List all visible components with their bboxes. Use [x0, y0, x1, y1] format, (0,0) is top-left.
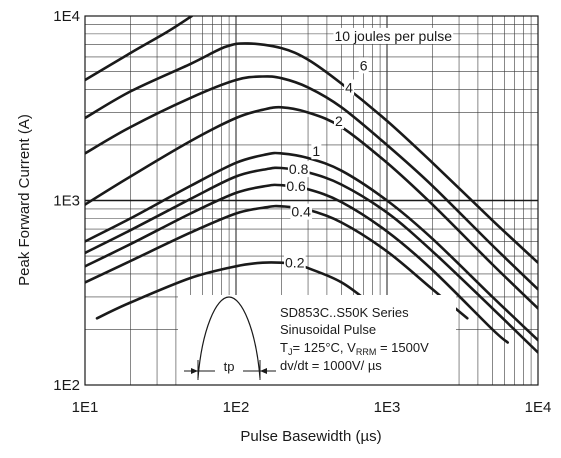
x-tick-label: 1E3 [374, 399, 401, 416]
series-line [85, 151, 538, 342]
x-tick-label: 1E2 [223, 399, 250, 416]
inset-conditions: TJ= 125°C, VRRM = 1500V [280, 340, 429, 357]
curve-label: 0.2 [285, 255, 305, 271]
curve-label: 1 [312, 143, 320, 159]
curve-label: 0.6 [286, 178, 306, 194]
inset-cond-j: J [288, 347, 293, 357]
y-tick-label: 1E2 [53, 377, 80, 394]
curve-label: 0.4 [291, 204, 311, 220]
series-line [85, 42, 538, 264]
inset-cond-t: T [280, 340, 288, 355]
series-line [95, 261, 395, 327]
inset-series-name: SD853C..S50K Series [280, 305, 409, 320]
inset-annotation: tp SD853C..S50K Series Sinusoidal Pulse … [178, 295, 456, 387]
series-line [85, 204, 469, 320]
x-tick-label: 1E4 [525, 399, 552, 416]
inset-cond-mid: = 125°C, V [292, 340, 356, 355]
sinusoidal-pulse-icon [197, 296, 261, 379]
series-line [85, 75, 538, 291]
plot-frame [84, 15, 539, 386]
tp-label-bg [215, 358, 243, 374]
y-tick-label: 1E3 [53, 193, 80, 210]
curve-label: 10 joules per pulse [334, 28, 452, 44]
curve-labels: 10 joules per pulse 64 210.80.6 0.4 0.2 [284, 27, 454, 271]
series-line [85, 105, 538, 310]
inset-pulse-type: Sinusoidal Pulse [280, 322, 376, 337]
curve-label-bg [285, 177, 308, 194]
curve-label-bg [333, 112, 344, 129]
curve-label: 6 [360, 57, 368, 73]
series-line [85, 16, 194, 82]
x-tick-labels: 1E1 1E2 1E3 1E4 [72, 399, 552, 416]
tp-label: tp [224, 359, 235, 374]
inset-dvdt: dv/dt = 1000V/ µs [280, 358, 382, 373]
curve-label: 0.8 [289, 161, 309, 177]
curve-label-bg [358, 57, 369, 74]
x-axis-label: Pulse Basewidth (µs) [240, 428, 381, 445]
curve-label-bg [333, 27, 454, 44]
curve-label: 2 [335, 113, 343, 129]
y-axis-label: Peak Forward Current (A) [16, 114, 33, 286]
tp-arrow-left-head [191, 368, 198, 374]
y-tick-labels: 1E2 1E3 1E4 [53, 8, 80, 394]
y-tick-label: 1E4 [53, 8, 80, 25]
curve-label-bg [344, 79, 355, 96]
curve-label-bg [287, 161, 310, 178]
inset-cond-post: = 1500V [376, 340, 429, 355]
curve-label-bg [290, 203, 313, 220]
curve-label-bg [311, 143, 322, 160]
curve-label: 4 [345, 79, 353, 95]
inset-cond-rrm: RRM [356, 347, 377, 357]
x-tick-label: 1E1 [72, 399, 99, 416]
tp-arrow-right-head [260, 368, 267, 374]
curve-label-bg [284, 254, 306, 271]
